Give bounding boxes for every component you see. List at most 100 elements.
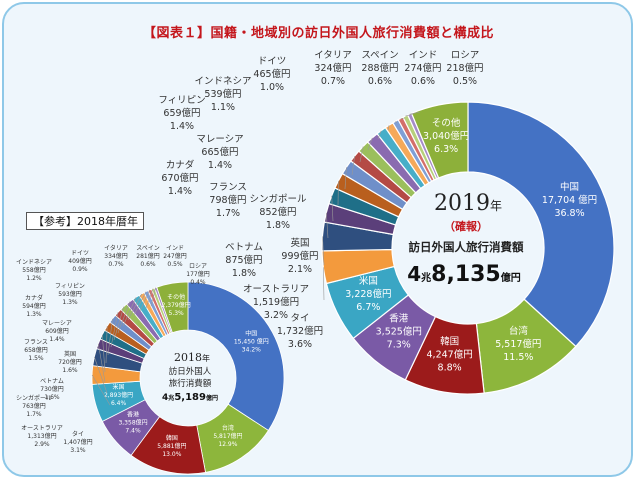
big-label-10-2: 1.7% — [216, 208, 240, 219]
small-label-6-2: 2.9% — [34, 441, 50, 448]
small-label-8-0: ベトナム — [40, 378, 64, 385]
svg-text:4兆8,135億円: 4兆8,135億円 — [407, 262, 521, 287]
big-leader-6 — [322, 236, 325, 266]
big-leader-13 — [367, 137, 373, 151]
main-total-unit2: 億円 — [501, 271, 521, 284]
big-label-5-2: 3.6% — [288, 339, 312, 350]
big-label-18-1: 274億円 — [404, 62, 441, 74]
small-label-5-1: 1,407億円 — [63, 438, 92, 446]
small-label-18-0: インド — [166, 245, 184, 252]
small-label-3-2: 7.4% — [125, 428, 141, 435]
small-label-15-2: 0.9% — [72, 266, 88, 273]
small-leader-18 — [145, 288, 154, 309]
big-label-18-0: インド — [409, 50, 438, 61]
big-leader-18 — [405, 113, 414, 117]
big-leader-7 — [326, 212, 329, 239]
small-label-6-1: 1,313億円 — [27, 432, 56, 440]
big-label-2-1: 4,247億円 — [427, 348, 473, 360]
main-total-unit1: 兆 — [421, 271, 431, 284]
small-total: 5,189 — [174, 392, 206, 403]
small-leader-17 — [139, 289, 151, 312]
big-label-14-0: インドネシア — [194, 76, 251, 87]
small-label-20-0: その他 — [167, 293, 185, 301]
small-leader-16 — [133, 291, 147, 316]
small-label-9-0: 英国 — [64, 350, 76, 358]
small-label-0-0: 中国 — [245, 330, 257, 338]
svg-text:2019年: 2019年 — [434, 191, 502, 216]
small-total-prefix: 4 — [162, 393, 168, 403]
donut-2018 — [91, 281, 285, 475]
small-label-11-0: マレーシア — [42, 320, 72, 327]
small-leader-13 — [117, 301, 131, 334]
small-slice-20 — [156, 281, 189, 334]
big-label-3-0: 香港 — [389, 313, 409, 325]
main-year-suffix: 年 — [490, 199, 502, 213]
small-caption-1: 訪日外国人 — [169, 366, 212, 377]
big-label-7-0: 英国 — [290, 237, 309, 249]
small-label-0-1: 15,450 億円 — [234, 338, 269, 346]
small-label-13-0: フィリピン — [55, 283, 85, 290]
big-leader-15 — [387, 125, 390, 131]
big-label-14-2: 1.1% — [211, 102, 235, 113]
small-label-4-1: 2,893億円 — [104, 391, 133, 399]
small-label-8-2: 1.6% — [44, 394, 60, 401]
small-label-17-2: 0.6% — [140, 261, 156, 268]
small-label-12-2: 1.3% — [26, 311, 42, 318]
big-label-16-1: 324億円 — [314, 62, 351, 74]
small-label-8-1: 730億円 — [40, 385, 63, 393]
small-label-13-2: 1.3% — [62, 299, 78, 306]
big-label-15-1: 465億円 — [253, 68, 290, 80]
big-label-13-0: フィリピン — [158, 95, 205, 106]
small-label-5-0: タイ — [72, 430, 84, 438]
small-label-19-1: 177億円 — [186, 270, 209, 278]
big-label-11-0: カナダ — [166, 159, 195, 171]
small-label-16-0: イタリア — [104, 244, 128, 252]
small-leader-19 — [150, 287, 156, 307]
chart-title: 【図表１】国籍・地域別の訪日外国人旅行消費額と構成比 — [142, 26, 494, 41]
big-label-3-1: 3,525億円 — [376, 326, 422, 338]
small-label-9-1: 720億円 — [58, 358, 81, 366]
small-leader-8 — [102, 334, 106, 373]
center-2019: 2019年 （確報） 訪日外国人旅行消費額 4兆8,135億円 — [407, 191, 524, 287]
small-leader-15 — [127, 293, 142, 321]
small-label-14-1: 558億円 — [22, 266, 45, 274]
big-label-11-2: 1.4% — [168, 186, 192, 197]
big-label-16-0: イタリア — [314, 50, 352, 61]
small-label-7-1: 763億円 — [22, 402, 45, 410]
small-leader-12 — [113, 306, 125, 341]
small-label-6-0: オーストラリア — [21, 425, 63, 432]
big-label-4-0: 米国 — [359, 275, 378, 287]
big-label-11-1: 670億円 — [161, 172, 198, 184]
big-label-0-2: 36.8% — [554, 208, 584, 219]
small-label-12-1: 594億円 — [22, 302, 45, 310]
small-total-unit1: 兆 — [168, 394, 174, 402]
big-label-1-0: 台湾 — [509, 325, 529, 337]
big-label-17-0: スペイン — [361, 50, 398, 61]
small-label-4-0: 米国 — [113, 383, 125, 391]
big-leader-5 — [322, 267, 325, 301]
big-label-6-2: 3.2% — [264, 310, 288, 321]
big-label-8-1: 875億円 — [225, 254, 262, 266]
small-label-10-2: 1.5% — [28, 355, 44, 362]
big-label-12-1: 665億円 — [201, 146, 238, 158]
small-year: 2018 — [174, 351, 202, 364]
reference-label: 【参考】2018年暦年 — [26, 212, 144, 230]
small-label-20-2: 5.3% — [169, 310, 185, 317]
big-leader-10 — [344, 167, 347, 190]
big-leader-8 — [331, 195, 334, 222]
small-leader-9 — [105, 326, 108, 364]
main-caption: 訪日外国人旅行消費額 — [409, 240, 524, 254]
donut-2019 — [321, 101, 615, 395]
small-label-2-0: 韓国 — [166, 434, 178, 442]
big-leader-16 — [395, 121, 398, 124]
big-label-4-2: 6.7% — [356, 302, 380, 313]
big-label-19-1: 218億円 — [446, 62, 483, 74]
small-leader-7 — [98, 343, 106, 383]
small-label-15-0: ドイツ — [71, 250, 89, 257]
small-label-18-2: 0.5% — [167, 261, 183, 268]
big-leader-12 — [359, 146, 364, 163]
small-label-13-1: 593億円 — [58, 290, 81, 298]
